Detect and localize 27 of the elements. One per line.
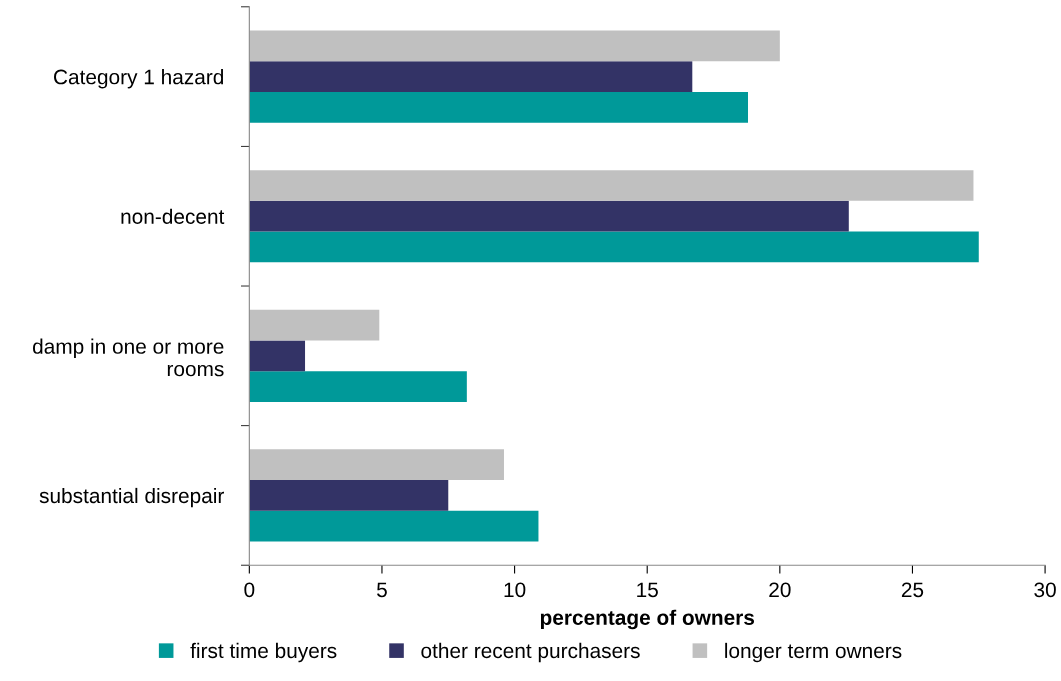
legend-label: first time buyers [190, 642, 337, 663]
bar [249, 30, 780, 62]
bar [249, 91, 749, 123]
x-tick-label: 30 [1034, 582, 1056, 598]
legend-label: other recent purchasers [421, 642, 640, 663]
bar [249, 371, 467, 402]
legend-label: longer term owners [725, 642, 902, 663]
bar [249, 170, 974, 201]
x-axis-title: percentage of owners [540, 609, 755, 630]
x-tick-label: 20 [769, 582, 791, 598]
x-tick-label: 0 [244, 582, 255, 598]
bar [249, 340, 306, 372]
x-tick-label: 15 [637, 582, 658, 598]
x-tick-label: 5 [377, 582, 387, 598]
bar [249, 309, 380, 341]
bar [249, 480, 449, 511]
bar [249, 200, 849, 232]
bar [249, 449, 504, 481]
y-tick-label: non-decent [121, 208, 225, 224]
y-tick-label: damp in one or more rooms [33, 338, 224, 377]
bar [249, 510, 539, 542]
x-tick-label: 25 [901, 582, 924, 598]
x-tick-label: 10 [504, 582, 526, 598]
y-tick-label: substantial disrepair [39, 487, 224, 508]
bar [249, 61, 693, 92]
y-tick-label: Category 1 hazard [54, 69, 224, 89]
bar [249, 231, 979, 263]
